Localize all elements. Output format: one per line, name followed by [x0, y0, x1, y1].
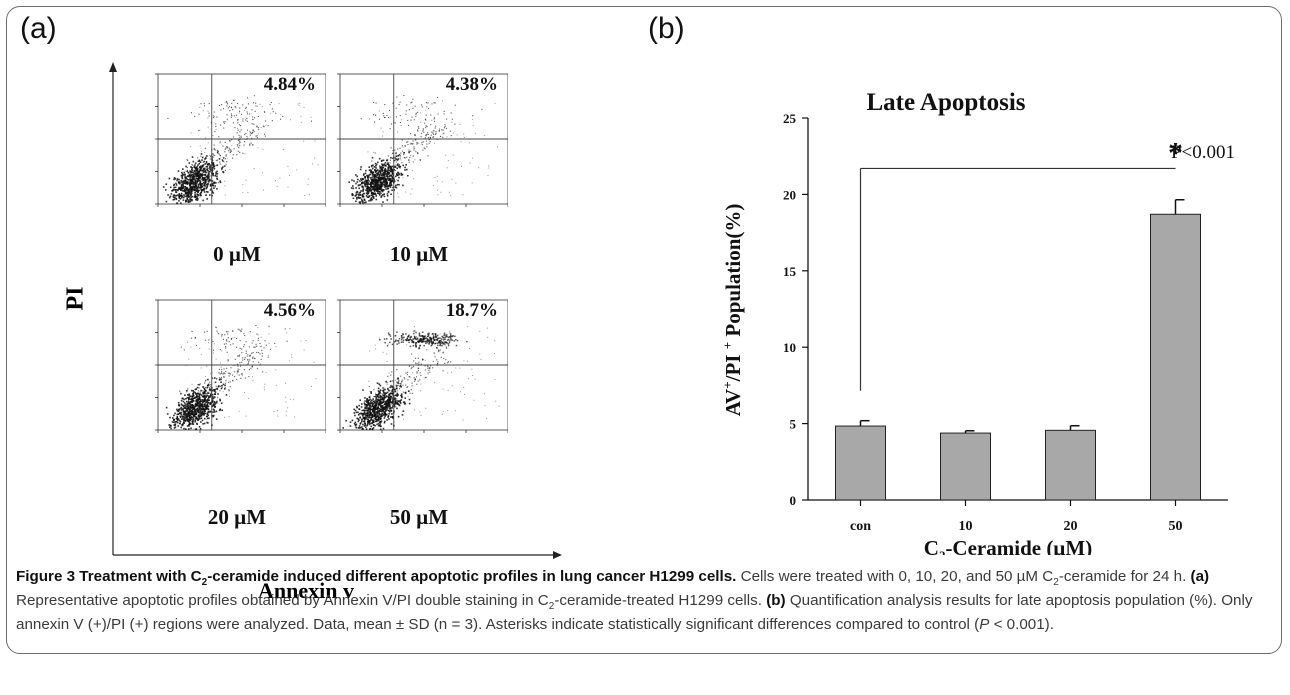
chart-title: Late Apoptosis	[866, 89, 1025, 116]
late-apoptosis-bar-chart: Late Apoptosis P<0.001 AV+/PI + Populati…	[720, 89, 1235, 555]
y-tick-label: 0	[790, 493, 797, 508]
fc-percent-label: 4.84%	[263, 74, 316, 95]
bar-10	[940, 432, 991, 501]
fc-events	[342, 326, 500, 431]
x-tick-label: 50	[1169, 519, 1183, 534]
y-tick-label: 20	[783, 187, 796, 202]
panel-a-label: (a)	[20, 12, 57, 45]
dose-label-1: 10 µM	[389, 242, 449, 266]
fc-events	[162, 95, 319, 205]
annexin-axis-label: Annexin v	[258, 578, 354, 603]
fc-plot-2: 4.56%	[148, 292, 326, 437]
y-tick-label: 25	[783, 111, 797, 126]
fc-scatter	[337, 299, 508, 433]
panel-a-axes	[109, 62, 562, 559]
bar-50	[1150, 213, 1201, 501]
y-tick-label: 10	[783, 340, 796, 355]
y-tick-label: 15	[783, 264, 797, 279]
y-axis-label: AV+/PI + Population(%)	[720, 204, 745, 417]
panel-b-label: (b)	[648, 12, 685, 45]
x-axis-label: C2-Ceramide (µM)	[924, 536, 1092, 555]
fc-plot-1: 4.38%	[330, 66, 508, 211]
fc-percent-label: 18.7%	[445, 300, 498, 321]
fc-plot-3: 18.7%	[330, 292, 508, 437]
bar-con	[835, 425, 886, 501]
figure-caption: Figure 3 Treatment with C2-ceramide indu…	[16, 568, 1253, 633]
bar-20	[1045, 429, 1096, 501]
x-tick-label: 10	[959, 519, 973, 534]
dose-label-3: 50 µM	[389, 505, 449, 529]
figure-frame	[6, 6, 1282, 654]
p-value-annotation: P<0.001	[1171, 142, 1235, 163]
fc-scatter	[155, 73, 326, 207]
dose-label-0: 0 µM	[213, 242, 261, 266]
fc-scatter	[337, 73, 508, 207]
fc-scatter	[155, 299, 326, 433]
fc-percent-label: 4.38%	[445, 74, 498, 95]
pi-axis-label: PI	[62, 286, 89, 311]
fc-plot-0: 4.84%	[148, 66, 326, 211]
caption-title: Figure 3 Treatment with C2-ceramide indu…	[16, 568, 737, 589]
fc-percent-label: 4.56%	[263, 300, 316, 321]
fc-events	[165, 325, 317, 431]
fc-events	[348, 95, 498, 205]
y-tick-label: 5	[790, 417, 797, 432]
x-tick-label: 20	[1064, 519, 1078, 534]
significance-asterisk: *	[1168, 136, 1183, 169]
x-tick-label: con	[850, 519, 871, 534]
dose-label-2: 20 µM	[207, 505, 267, 529]
